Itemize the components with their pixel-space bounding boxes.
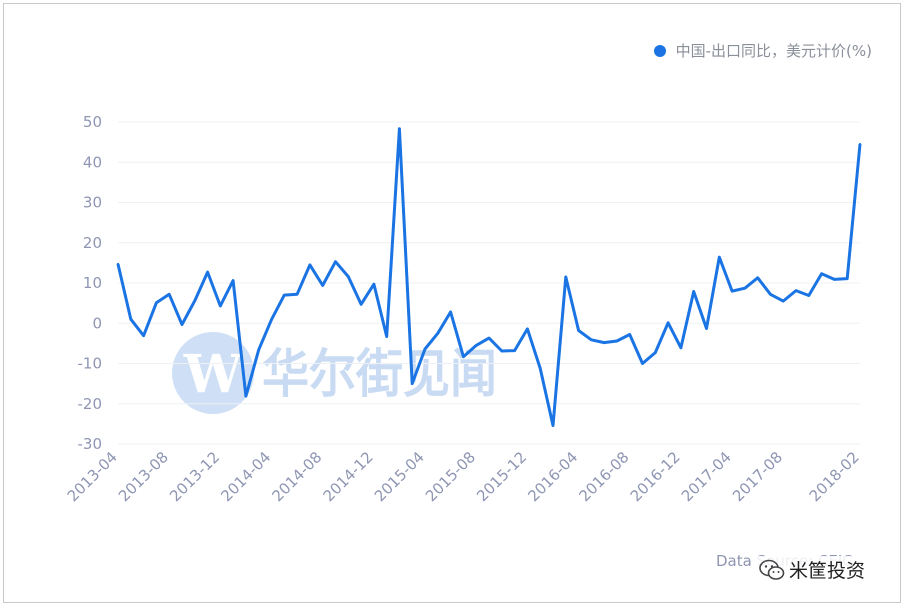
data-point[interactable] <box>257 348 260 352</box>
data-point[interactable] <box>462 355 465 358</box>
data-point[interactable] <box>846 277 849 280</box>
x-tick-label: 2013-08 <box>115 448 172 505</box>
legend-marker <box>653 44 666 57</box>
data-point[interactable] <box>538 367 542 370</box>
x-tick-label: 2016-12 <box>627 448 684 505</box>
data-point[interactable] <box>794 289 798 292</box>
data-point[interactable] <box>602 341 606 344</box>
brand-text: 米筐投资 <box>789 560 866 582</box>
data-point[interactable] <box>129 318 132 321</box>
y-tick-label: 0 <box>92 314 102 332</box>
y-tick-label: 50 <box>83 113 102 131</box>
data-point[interactable] <box>654 351 657 354</box>
data-point[interactable] <box>219 304 222 308</box>
data-point[interactable] <box>705 327 708 330</box>
data-point[interactable] <box>807 294 811 297</box>
data-point[interactable] <box>513 349 516 352</box>
x-tick-label: 2013-04 <box>64 448 121 505</box>
chart-frame <box>3 3 901 603</box>
data-point[interactable] <box>769 293 772 296</box>
watermark-text: 华尔街见闻 <box>262 344 497 405</box>
x-axis: 2013-042013-082013-122014-042014-082014-… <box>64 448 863 505</box>
data-point[interactable] <box>244 394 248 398</box>
x-tick-label: 2015-12 <box>473 448 530 505</box>
data-point[interactable] <box>155 301 158 304</box>
x-tick-label: 2013-12 <box>166 448 223 505</box>
data-point[interactable] <box>206 270 209 274</box>
y-tick-label: 40 <box>83 153 102 171</box>
x-tick-label: 2015-08 <box>422 448 479 505</box>
x-tick-label: 2016-08 <box>575 448 632 505</box>
data-point[interactable] <box>743 287 747 290</box>
data-point[interactable] <box>167 293 171 296</box>
grid <box>118 121 860 445</box>
data-point[interactable] <box>193 299 196 302</box>
data-point[interactable] <box>283 293 286 297</box>
data-point[interactable] <box>782 299 785 303</box>
data-point[interactable] <box>270 318 273 321</box>
data-point[interactable] <box>615 339 619 343</box>
data-point[interactable] <box>295 293 299 296</box>
x-tick-label: 2014-08 <box>268 448 325 505</box>
data-point[interactable] <box>487 336 491 340</box>
data-point[interactable] <box>475 344 478 347</box>
data-point[interactable] <box>628 333 631 336</box>
y-tick-label: 10 <box>83 274 102 292</box>
x-tick-label: 2016-04 <box>524 448 581 505</box>
data-point[interactable] <box>718 256 721 259</box>
x-tick-label: 2018-02 <box>806 448 863 505</box>
data-point[interactable] <box>500 349 503 353</box>
data-point[interactable] <box>590 338 593 341</box>
data-point[interactable] <box>347 275 350 278</box>
y-tick-label: 30 <box>83 194 102 212</box>
brand-badge: 米筐投资 <box>757 556 868 583</box>
watermark-logo-icon <box>172 332 254 414</box>
data-point[interactable] <box>577 329 580 332</box>
data-point[interactable] <box>449 310 452 314</box>
data-point[interactable] <box>564 275 567 279</box>
y-tick-label: -30 <box>78 435 103 453</box>
data-point[interactable] <box>423 347 427 351</box>
x-tick-label: 2017-08 <box>729 448 786 505</box>
x-tick-label: 2017-04 <box>678 448 735 505</box>
y-axis: 50 40 30 20 10 0 -10 -20 -30 <box>78 113 103 453</box>
watermark: W 华尔街见闻 <box>172 332 497 414</box>
data-point[interactable] <box>756 276 759 279</box>
y-tick-label: 20 <box>83 234 102 252</box>
y-tick-label: -10 <box>78 355 103 373</box>
data-point[interactable] <box>641 362 644 365</box>
data-point[interactable] <box>820 272 823 275</box>
data-point[interactable] <box>385 335 388 338</box>
wechat-icon <box>759 559 785 580</box>
data-point[interactable] <box>858 142 862 146</box>
y-tick-label: -20 <box>78 395 103 413</box>
x-tick-label: 2015-04 <box>371 448 428 505</box>
data-point[interactable] <box>116 262 120 266</box>
data-point[interactable] <box>142 334 145 337</box>
data-point[interactable] <box>411 382 414 385</box>
data-point[interactable] <box>692 290 695 293</box>
data-point[interactable] <box>436 332 440 335</box>
data-point[interactable] <box>398 127 401 131</box>
legend[interactable]: 中国-出口同比，美元计价(%) <box>653 40 872 61</box>
data-point[interactable] <box>359 303 363 306</box>
data-point[interactable] <box>321 284 324 287</box>
data-point[interactable] <box>666 321 670 325</box>
data-point[interactable] <box>180 323 184 326</box>
series-group <box>116 127 862 427</box>
data-point[interactable] <box>679 346 683 350</box>
watermark-logo-letter: W <box>183 344 244 405</box>
data-point[interactable] <box>334 260 337 263</box>
legend-label: 中国-出口同比，美元计价(%) <box>675 42 872 60</box>
data-point[interactable] <box>372 283 376 286</box>
data-point[interactable] <box>833 278 836 281</box>
data-point[interactable] <box>551 424 555 427</box>
data-point[interactable] <box>526 327 529 331</box>
x-tick-label: 2014-12 <box>320 448 377 505</box>
data-point[interactable] <box>308 263 312 267</box>
data-point[interactable] <box>231 279 235 282</box>
x-tick-label: 2014-04 <box>217 448 274 505</box>
data-point[interactable] <box>730 289 734 293</box>
